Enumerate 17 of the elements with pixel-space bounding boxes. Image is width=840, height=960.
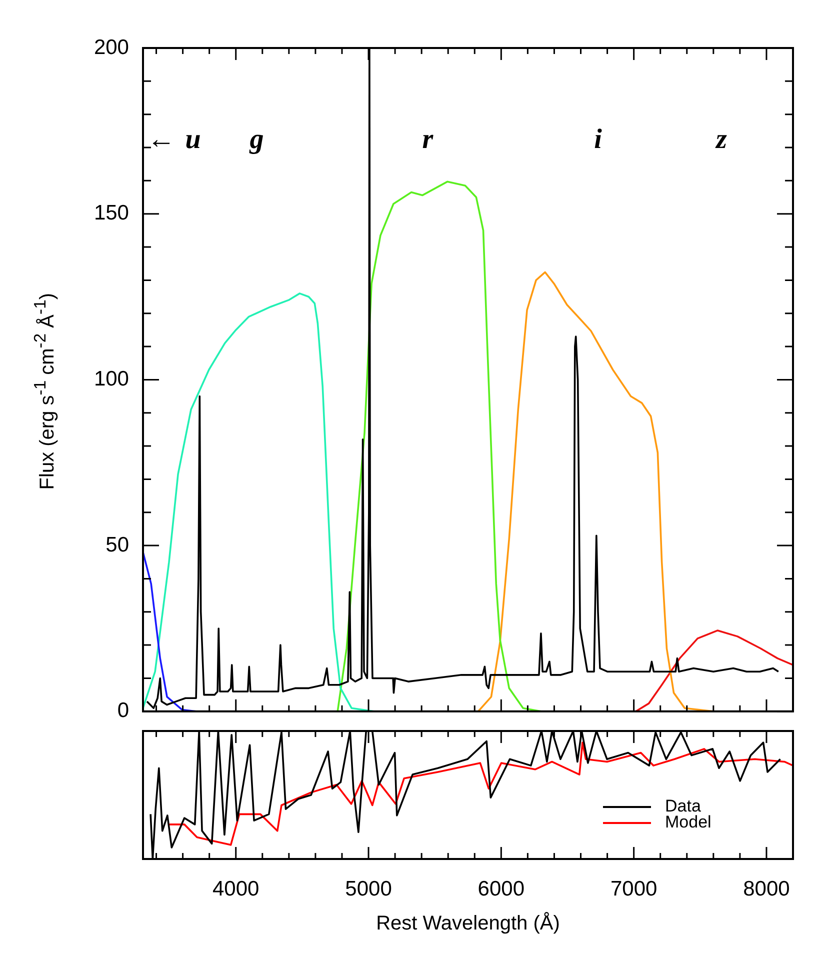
x-tick-label: 8000: [743, 877, 790, 900]
y-tick-label: 150: [94, 202, 129, 225]
x-tick-label: 7000: [610, 877, 658, 900]
annotation: g: [248, 124, 264, 156]
x-tick-label: 6000: [478, 877, 525, 900]
x-tick-label: 4000: [212, 877, 260, 900]
annotation: ←: [147, 124, 176, 156]
annotation: z: [715, 124, 728, 156]
x-axis-title: Rest Wavelength (Å): [376, 912, 560, 935]
y-tick-label: 0: [117, 699, 129, 722]
annotation: i: [594, 124, 602, 156]
y-tick-label: 50: [106, 533, 129, 556]
annotation: r: [422, 124, 434, 156]
y-tick-label: 200: [94, 36, 129, 59]
y-tick-label: 100: [94, 367, 129, 390]
annotation: u: [185, 124, 201, 156]
x-tick-label: 5000: [345, 877, 392, 900]
